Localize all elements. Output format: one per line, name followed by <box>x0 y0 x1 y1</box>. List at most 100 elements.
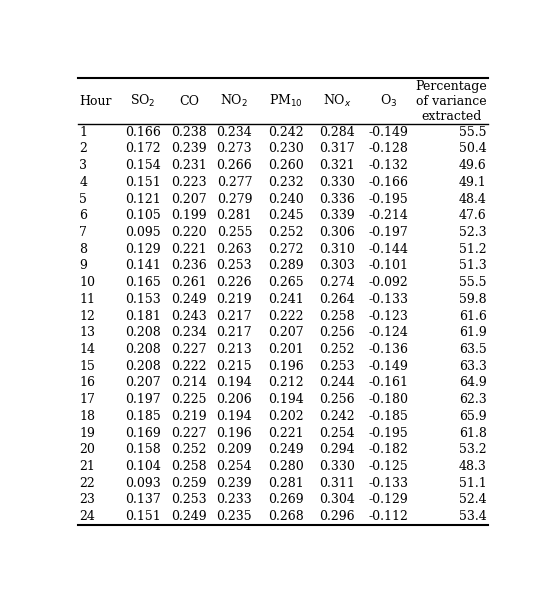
Text: -0.185: -0.185 <box>369 410 408 423</box>
Text: 0.151: 0.151 <box>125 510 161 523</box>
Text: -0.197: -0.197 <box>369 226 408 239</box>
Text: 13: 13 <box>79 326 95 339</box>
Text: 0.217: 0.217 <box>216 309 252 323</box>
Text: 0.235: 0.235 <box>216 510 252 523</box>
Text: -0.132: -0.132 <box>369 159 408 172</box>
Text: 0.196: 0.196 <box>268 360 304 372</box>
Text: O$_3$: O$_3$ <box>380 93 397 109</box>
Text: 55.5: 55.5 <box>459 276 486 289</box>
Text: 0.196: 0.196 <box>216 426 252 440</box>
Text: 63.3: 63.3 <box>459 360 486 372</box>
Text: 52.3: 52.3 <box>459 226 486 239</box>
Text: 0.194: 0.194 <box>216 410 252 423</box>
Text: 49.6: 49.6 <box>459 159 486 172</box>
Text: -0.161: -0.161 <box>368 377 408 390</box>
Text: 0.255: 0.255 <box>217 226 252 239</box>
Text: 0.225: 0.225 <box>171 393 206 406</box>
Text: 0.158: 0.158 <box>125 443 161 456</box>
Text: 0.253: 0.253 <box>319 360 355 372</box>
Text: 0.281: 0.281 <box>268 477 304 489</box>
Text: 0.199: 0.199 <box>171 209 206 222</box>
Text: -0.136: -0.136 <box>368 343 408 356</box>
Text: 0.238: 0.238 <box>171 126 206 139</box>
Text: 0.252: 0.252 <box>320 343 355 356</box>
Text: 0.172: 0.172 <box>125 143 161 156</box>
Text: 59.8: 59.8 <box>459 293 486 306</box>
Text: 0.253: 0.253 <box>171 494 206 507</box>
Text: 0.273: 0.273 <box>216 143 252 156</box>
Text: 9: 9 <box>79 260 87 273</box>
Text: 0.266: 0.266 <box>216 159 252 172</box>
Text: 0.141: 0.141 <box>125 260 161 273</box>
Text: 20: 20 <box>79 443 95 456</box>
Text: 0.223: 0.223 <box>171 176 206 189</box>
Text: 0.263: 0.263 <box>216 243 252 256</box>
Text: 0.330: 0.330 <box>319 176 355 189</box>
Text: 0.261: 0.261 <box>171 276 206 289</box>
Text: 0.208: 0.208 <box>125 360 161 372</box>
Text: 0.330: 0.330 <box>319 460 355 473</box>
Text: 0.166: 0.166 <box>125 126 161 139</box>
Text: 51.3: 51.3 <box>459 260 486 273</box>
Text: 48.3: 48.3 <box>459 460 486 473</box>
Text: 0.154: 0.154 <box>125 159 161 172</box>
Text: 0.230: 0.230 <box>268 143 304 156</box>
Text: 0.258: 0.258 <box>171 460 206 473</box>
Text: 0.194: 0.194 <box>268 393 304 406</box>
Text: 0.232: 0.232 <box>268 176 304 189</box>
Text: 19: 19 <box>79 426 95 440</box>
Text: 0.202: 0.202 <box>268 410 304 423</box>
Text: 0.207: 0.207 <box>125 377 161 390</box>
Text: 0.219: 0.219 <box>171 410 206 423</box>
Text: -0.124: -0.124 <box>369 326 408 339</box>
Text: Hour: Hour <box>79 94 112 108</box>
Text: 0.249: 0.249 <box>268 443 304 456</box>
Text: 0.129: 0.129 <box>125 243 161 256</box>
Text: 0.244: 0.244 <box>319 377 355 390</box>
Text: -0.149: -0.149 <box>369 360 408 372</box>
Text: 0.306: 0.306 <box>319 226 355 239</box>
Text: 0.181: 0.181 <box>125 309 161 323</box>
Text: 0.289: 0.289 <box>268 260 304 273</box>
Text: -0.128: -0.128 <box>369 143 408 156</box>
Text: 0.165: 0.165 <box>125 276 161 289</box>
Text: 0.272: 0.272 <box>268 243 304 256</box>
Text: 53.2: 53.2 <box>459 443 486 456</box>
Text: -0.133: -0.133 <box>368 293 408 306</box>
Text: 0.209: 0.209 <box>216 443 252 456</box>
Text: 0.254: 0.254 <box>216 460 252 473</box>
Text: 0.239: 0.239 <box>171 143 206 156</box>
Text: 0.269: 0.269 <box>268 494 304 507</box>
Text: 14: 14 <box>79 343 95 356</box>
Text: -0.214: -0.214 <box>369 209 408 222</box>
Text: 0.256: 0.256 <box>319 393 355 406</box>
Text: 0.234: 0.234 <box>171 326 206 339</box>
Text: 5: 5 <box>79 192 87 206</box>
Text: 0.222: 0.222 <box>171 360 206 372</box>
Text: 0.304: 0.304 <box>319 494 355 507</box>
Text: 0.336: 0.336 <box>319 192 355 206</box>
Text: 0.239: 0.239 <box>216 477 252 489</box>
Text: -0.123: -0.123 <box>369 309 408 323</box>
Text: 0.277: 0.277 <box>217 176 252 189</box>
Text: 64.9: 64.9 <box>459 377 486 390</box>
Text: -0.129: -0.129 <box>369 494 408 507</box>
Text: 23: 23 <box>79 494 95 507</box>
Text: 0.207: 0.207 <box>171 192 206 206</box>
Text: 0.214: 0.214 <box>171 377 206 390</box>
Text: 0.254: 0.254 <box>319 426 355 440</box>
Text: 0.249: 0.249 <box>171 510 206 523</box>
Text: 0.259: 0.259 <box>171 477 206 489</box>
Text: 22: 22 <box>79 477 95 489</box>
Text: 0.234: 0.234 <box>216 126 252 139</box>
Text: 0.213: 0.213 <box>216 343 252 356</box>
Text: 0.221: 0.221 <box>171 243 206 256</box>
Text: 55.5: 55.5 <box>459 126 486 139</box>
Text: 6: 6 <box>79 209 87 222</box>
Text: -0.125: -0.125 <box>369 460 408 473</box>
Text: 0.121: 0.121 <box>125 192 161 206</box>
Text: 0.281: 0.281 <box>216 209 252 222</box>
Text: -0.101: -0.101 <box>368 260 408 273</box>
Text: 24: 24 <box>79 510 95 523</box>
Text: -0.092: -0.092 <box>369 276 408 289</box>
